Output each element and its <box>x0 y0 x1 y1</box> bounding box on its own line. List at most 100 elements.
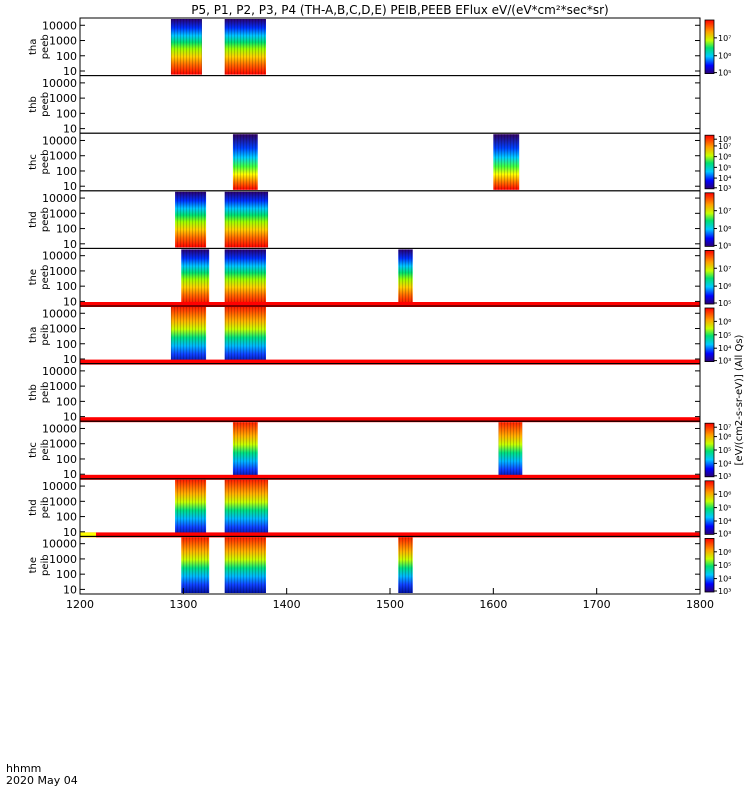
y-tick-label: 100 <box>56 568 77 581</box>
colorbar-tick-label: 10⁷ <box>718 207 731 216</box>
y-tick-label: 10000 <box>42 19 77 32</box>
y-axis-label-probe: thb <box>28 96 39 113</box>
spectrogram-texture-1 <box>493 134 520 190</box>
y-tick-label: 100 <box>56 50 77 63</box>
spectrogram-texture-0 <box>232 134 258 190</box>
y-axis-label-dataset: peeb <box>40 265 51 290</box>
y-axis-label-dataset: peeb <box>40 150 51 175</box>
y-axis-label-dataset: peib <box>40 439 51 461</box>
y-axis-label-dataset: peeb <box>40 207 51 232</box>
colorbar-tick-label: 10³ <box>718 357 731 366</box>
spectrogram-texture-0 <box>175 479 207 536</box>
y-tick-label: 100 <box>56 165 77 178</box>
y-tick-label: 10 <box>63 583 77 596</box>
colorbar <box>704 480 715 535</box>
panel-frame <box>79 75 701 134</box>
y-tick-label: 100 <box>56 338 77 351</box>
colorbar-tick-label: 10³ <box>718 529 731 538</box>
x-tick-label: 1300 <box>169 598 197 611</box>
chart-title: P5, P1, P2, P3, P4 (TH-A,B,C,D,E) PEIB,P… <box>191 3 608 17</box>
colorbar-tick-label: 10⁴ <box>718 344 731 353</box>
colorbar-tick-label: 10⁵ <box>718 241 731 250</box>
spectrogram-texture-2 <box>398 249 413 305</box>
colorbar-tick-label: 10³ <box>718 587 731 596</box>
panel-frame <box>79 247 701 307</box>
colorbar-tick-label: 10⁷ <box>718 34 731 43</box>
colorbar-tick-label: 10⁷ <box>718 142 731 151</box>
y-tick-label: 10 <box>63 65 77 78</box>
y-tick-label: 1000 <box>49 35 77 48</box>
spectrogram-texture-2 <box>398 537 413 593</box>
y-tick-label: 10000 <box>42 134 77 147</box>
spectrogram-texture-0 <box>181 537 210 593</box>
y-tick-label: 1000 <box>49 92 77 105</box>
y-axis-label-dataset: peib <box>40 497 51 519</box>
x-tick-label: 1600 <box>479 598 507 611</box>
y-tick-label: 10 <box>63 411 77 424</box>
colorbar-tick-label: 10⁷ <box>718 264 731 273</box>
x-tick-label: 1800 <box>686 598 714 611</box>
y-tick-label: 10 <box>63 123 77 136</box>
y-tick-label: 10 <box>63 295 77 308</box>
y-tick-label: 1000 <box>49 553 77 566</box>
y-axis-label-probe: thc <box>28 154 39 170</box>
y-tick-label: 1000 <box>49 207 77 220</box>
spectrogram-texture-0 <box>175 191 207 248</box>
y-tick-label: 100 <box>56 395 77 408</box>
y-tick-label: 100 <box>56 280 77 293</box>
y-axis-label-dataset: peeb <box>40 92 51 117</box>
time-axis: 1200 1300 1400 1500 1600 1700 1800 [eV/(cm2-s-s… <box>66 334 745 611</box>
colorbar-tick-label: 10⁸ <box>718 135 731 144</box>
y-axis-label-dataset: peib <box>40 554 51 576</box>
y-tick-label: 10000 <box>42 192 77 205</box>
y-tick-label: 10 <box>63 526 77 539</box>
y-axis-label-probe: the <box>28 269 39 285</box>
colorbar <box>704 249 715 305</box>
spectrogram-texture-0 <box>232 422 258 478</box>
y-tick-label: 100 <box>56 223 77 236</box>
spectrogram-texture-0 <box>170 307 207 363</box>
x-tick-label: 1400 <box>273 598 301 611</box>
colorbar-tick-label: 10⁴ <box>718 174 731 183</box>
time-axis-label-hhmm: hhmm <box>6 762 41 775</box>
colorbar <box>704 538 715 593</box>
colorbar-tick-label: 10⁵ <box>718 69 731 78</box>
y-tick-label: 1000 <box>49 495 77 508</box>
panel-frame <box>79 420 701 480</box>
y-axis-label-dataset: peeb <box>40 34 51 59</box>
y-tick-label: 10000 <box>42 480 77 493</box>
status-bar <box>80 359 700 365</box>
panel-frame <box>79 535 701 595</box>
y-axis-label-probe: thb <box>28 384 39 401</box>
spectrogram-texture-0 <box>181 249 210 305</box>
colorbar <box>704 192 715 247</box>
spectrogram-texture-1 <box>224 19 266 75</box>
y-axis-label-probe: tha <box>28 39 39 55</box>
colorbar-tick-label: 10⁶ <box>718 317 731 326</box>
colorbar-tick-label: 10⁶ <box>718 52 731 61</box>
colorbar <box>704 422 715 478</box>
x-tick-label: 1700 <box>583 598 611 611</box>
colorbar <box>704 19 715 74</box>
status-bar <box>80 417 700 423</box>
panel-frame <box>79 478 701 537</box>
colorbar <box>704 134 715 190</box>
colorbar-tick-label: 10⁴ <box>718 575 731 584</box>
colorbar-tick-label: 10⁶ <box>718 548 731 557</box>
y-tick-label: 1000 <box>49 323 77 336</box>
colorbar-label: [eV/(cm2-s-sr-eV)] (All Qs) <box>734 334 745 465</box>
y-axis-label-probe: the <box>28 557 39 573</box>
spectrogram-texture-1 <box>224 191 269 248</box>
colorbar-tick-label: 10⁶ <box>718 490 731 499</box>
y-tick-label: 1000 <box>49 150 77 163</box>
y-tick-label: 10 <box>63 238 77 251</box>
spectrogram-texture-0 <box>170 19 202 75</box>
y-axis-label-probe: thc <box>28 442 39 458</box>
colorbar-tick-label: 10⁷ <box>718 423 731 432</box>
